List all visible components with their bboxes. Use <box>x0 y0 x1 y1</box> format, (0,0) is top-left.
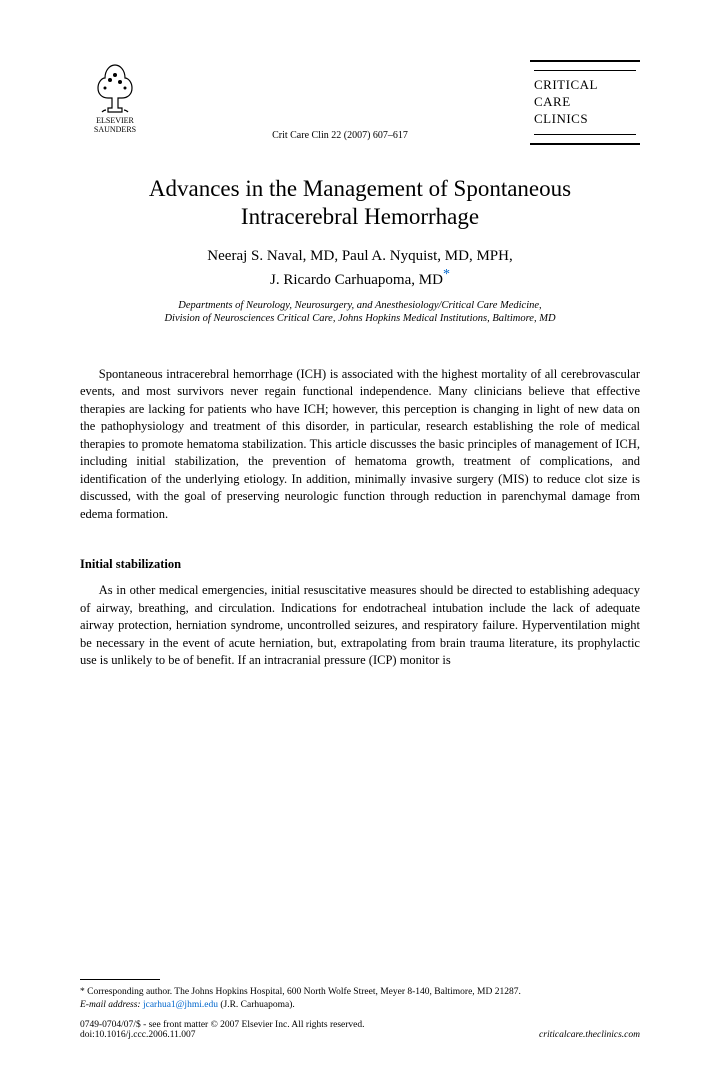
publisher-name: ELSEVIER SAUNDERS <box>94 117 136 135</box>
email-attribution: (J.R. Carhuapoma). <box>220 1000 294 1010</box>
affiliation-block: Departments of Neurology, Neurosurgery, … <box>80 299 640 326</box>
copyright-row: 0749-0704/07/$ - see front matter © 2007… <box>80 1020 640 1040</box>
corresponding-author-note: * Corresponding author. The Johns Hopkin… <box>80 986 640 999</box>
corresponding-author-mark[interactable]: * <box>443 267 450 282</box>
authors-line2: J. Ricardo Carhuapoma, MD <box>270 272 443 288</box>
email-label: E-mail address: <box>80 1000 141 1010</box>
issn-copyright: 0749-0704/07/$ - see front matter © 2007… <box>80 1020 365 1030</box>
journal-url[interactable]: criticalcare.theclinics.com <box>539 1030 640 1040</box>
publisher-logo: ELSEVIER SAUNDERS <box>80 60 150 135</box>
email-line: E-mail address: jcarhua1@jhmi.edu (J.R. … <box>80 999 640 1012</box>
journal-name-line2: CARE <box>534 94 636 111</box>
footer-divider <box>80 979 160 980</box>
corresponding-email[interactable]: jcarhua1@jhmi.edu <box>143 1000 218 1010</box>
journal-name-line3: CLINICS <box>534 111 636 128</box>
journal-name-line1: CRITICAL <box>534 77 636 94</box>
authors-block: Neeraj S. Naval, MD, Paul A. Nyquist, MD… <box>80 246 640 291</box>
citation-line: Crit Care Clin 22 (2007) 607–617 <box>150 130 530 141</box>
section-heading-initial-stabilization: Initial stabilization <box>80 557 640 572</box>
page-header: ELSEVIER SAUNDERS Crit Care Clin 22 (200… <box>80 60 640 145</box>
affiliation-line2: Division of Neurosciences Critical Care,… <box>164 313 555 324</box>
affiliation-line1: Departments of Neurology, Neurosurgery, … <box>178 300 541 311</box>
page-footer: * Corresponding author. The Johns Hopkin… <box>80 979 640 1040</box>
elsevier-tree-icon <box>90 60 140 115</box>
doi: doi:10.1016/j.ccc.2006.11.007 <box>80 1030 365 1040</box>
abstract-paragraph: Spontaneous intracerebral hemorrhage (IC… <box>80 366 640 524</box>
publisher-line2: SAUNDERS <box>94 126 136 135</box>
journal-title-box: CRITICAL CARE CLINICS <box>530 60 640 145</box>
authors-line1: Neeraj S. Naval, MD, Paul A. Nyquist, MD… <box>207 248 512 264</box>
section-body-initial-stabilization: As in other medical emergencies, initial… <box>80 582 640 670</box>
article-title: Advances in the Management of Spontaneou… <box>120 175 600 233</box>
